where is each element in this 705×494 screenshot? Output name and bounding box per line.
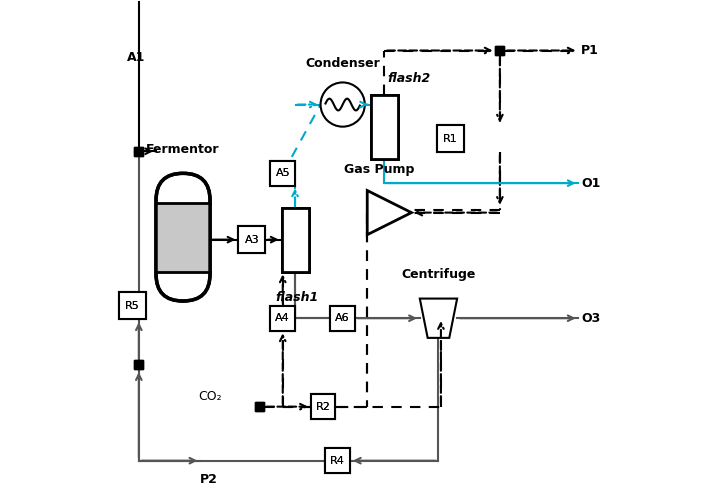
Text: Condenser: Condenser bbox=[305, 57, 380, 70]
Bar bbox=[255, 402, 264, 411]
Text: Gas Pump: Gas Pump bbox=[344, 163, 415, 176]
FancyBboxPatch shape bbox=[238, 226, 265, 253]
Circle shape bbox=[321, 82, 364, 126]
Text: R2: R2 bbox=[316, 402, 331, 412]
FancyBboxPatch shape bbox=[119, 292, 146, 320]
Text: A1: A1 bbox=[126, 51, 145, 64]
FancyBboxPatch shape bbox=[331, 306, 355, 330]
Text: R4: R4 bbox=[331, 455, 345, 466]
Bar bbox=[135, 361, 143, 370]
Text: A6: A6 bbox=[336, 313, 350, 323]
Text: CO₂: CO₂ bbox=[198, 390, 221, 403]
Text: Fermentor: Fermentor bbox=[146, 143, 220, 156]
FancyBboxPatch shape bbox=[437, 125, 465, 153]
FancyBboxPatch shape bbox=[271, 161, 295, 186]
FancyBboxPatch shape bbox=[311, 394, 336, 419]
Text: A4: A4 bbox=[276, 313, 290, 323]
Polygon shape bbox=[419, 298, 457, 338]
FancyBboxPatch shape bbox=[371, 95, 398, 159]
Bar bbox=[135, 361, 143, 370]
Text: R1: R1 bbox=[443, 134, 458, 144]
Bar bbox=[255, 402, 264, 411]
FancyBboxPatch shape bbox=[271, 161, 295, 186]
Text: A3: A3 bbox=[245, 235, 259, 245]
Text: A5: A5 bbox=[276, 168, 290, 178]
FancyBboxPatch shape bbox=[437, 125, 465, 153]
FancyBboxPatch shape bbox=[311, 394, 336, 419]
Text: flash1: flash1 bbox=[276, 291, 319, 304]
Text: R1: R1 bbox=[443, 134, 458, 144]
Text: Centrifuge: Centrifuge bbox=[401, 268, 476, 282]
FancyBboxPatch shape bbox=[156, 173, 210, 301]
Text: A4: A4 bbox=[276, 313, 290, 323]
Text: R2: R2 bbox=[316, 402, 331, 412]
Text: R5: R5 bbox=[125, 301, 140, 311]
Text: O1: O1 bbox=[581, 177, 600, 190]
Text: A5: A5 bbox=[276, 168, 290, 178]
FancyBboxPatch shape bbox=[281, 207, 309, 272]
FancyBboxPatch shape bbox=[371, 95, 398, 159]
Polygon shape bbox=[367, 191, 412, 235]
Text: R5: R5 bbox=[125, 301, 140, 311]
FancyBboxPatch shape bbox=[326, 449, 350, 473]
Bar bbox=[496, 46, 504, 55]
FancyBboxPatch shape bbox=[326, 449, 350, 473]
Bar bbox=[135, 147, 143, 156]
FancyBboxPatch shape bbox=[271, 306, 295, 330]
Text: A3: A3 bbox=[245, 235, 259, 245]
Bar bbox=[496, 46, 504, 55]
Text: O3: O3 bbox=[581, 312, 600, 325]
FancyBboxPatch shape bbox=[238, 226, 265, 253]
FancyBboxPatch shape bbox=[119, 292, 146, 320]
FancyBboxPatch shape bbox=[271, 306, 295, 330]
Bar bbox=[135, 147, 143, 156]
FancyBboxPatch shape bbox=[331, 306, 355, 330]
Text: A6: A6 bbox=[336, 313, 350, 323]
Text: R4: R4 bbox=[331, 455, 345, 466]
Text: flash2: flash2 bbox=[387, 72, 430, 85]
Bar bbox=[156, 203, 210, 272]
Text: P2: P2 bbox=[200, 473, 218, 486]
Text: P1: P1 bbox=[581, 44, 599, 57]
FancyBboxPatch shape bbox=[281, 207, 309, 272]
